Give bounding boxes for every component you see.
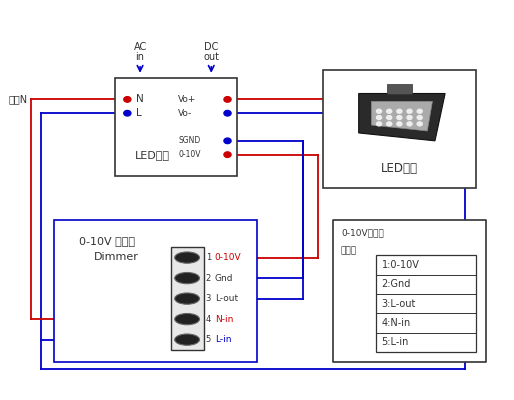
Circle shape bbox=[417, 122, 422, 126]
Text: 3:L-out: 3:L-out bbox=[381, 298, 416, 308]
Circle shape bbox=[407, 116, 412, 120]
Circle shape bbox=[224, 97, 231, 102]
Bar bbox=[333, 220, 486, 362]
Text: 4: 4 bbox=[206, 315, 211, 324]
Circle shape bbox=[417, 109, 422, 113]
Circle shape bbox=[376, 122, 381, 126]
Text: L-in: L-in bbox=[215, 335, 231, 344]
Ellipse shape bbox=[175, 293, 199, 304]
Text: 接线图: 接线图 bbox=[341, 246, 357, 255]
Polygon shape bbox=[359, 94, 445, 141]
Polygon shape bbox=[372, 101, 432, 131]
Text: 0-10V: 0-10V bbox=[215, 253, 242, 262]
Text: Vo+: Vo+ bbox=[178, 95, 196, 104]
Ellipse shape bbox=[175, 272, 199, 284]
Text: Vo-: Vo- bbox=[178, 109, 192, 118]
Circle shape bbox=[124, 97, 131, 102]
Bar bbox=[171, 247, 204, 350]
Circle shape bbox=[124, 110, 131, 116]
Circle shape bbox=[376, 109, 381, 113]
Circle shape bbox=[417, 116, 422, 120]
Text: 4:N-in: 4:N-in bbox=[381, 318, 411, 328]
Text: 1: 1 bbox=[206, 253, 211, 262]
Text: L-out: L-out bbox=[215, 294, 238, 303]
Text: 1:0-10V: 1:0-10V bbox=[381, 260, 419, 270]
Text: DC: DC bbox=[204, 42, 218, 52]
Text: 3: 3 bbox=[206, 294, 211, 303]
Text: in: in bbox=[136, 52, 144, 62]
Bar bbox=[323, 70, 475, 188]
Text: Dimmer: Dimmer bbox=[94, 252, 139, 262]
Circle shape bbox=[224, 138, 231, 144]
Text: N: N bbox=[136, 94, 144, 104]
Ellipse shape bbox=[175, 252, 199, 263]
Circle shape bbox=[224, 110, 231, 116]
Text: N-in: N-in bbox=[215, 315, 233, 324]
Bar bbox=[115, 78, 236, 176]
Text: 电网N: 电网N bbox=[9, 94, 28, 104]
Text: 2:Gnd: 2:Gnd bbox=[381, 279, 411, 289]
Ellipse shape bbox=[175, 314, 199, 325]
Circle shape bbox=[224, 152, 231, 157]
Text: 0-10V调光器: 0-10V调光器 bbox=[341, 228, 383, 238]
Text: 0-10V 调光器: 0-10V 调光器 bbox=[79, 236, 135, 246]
Circle shape bbox=[397, 122, 402, 126]
Bar bbox=[53, 220, 257, 362]
Text: 5: 5 bbox=[206, 335, 211, 344]
Circle shape bbox=[407, 122, 412, 126]
Text: AC: AC bbox=[134, 42, 146, 52]
Circle shape bbox=[387, 122, 392, 126]
Circle shape bbox=[376, 116, 381, 120]
Circle shape bbox=[397, 109, 402, 113]
Text: LED驱动: LED驱动 bbox=[135, 150, 170, 160]
Circle shape bbox=[387, 109, 392, 113]
Text: out: out bbox=[203, 52, 219, 62]
Circle shape bbox=[397, 116, 402, 120]
Text: LED灯具: LED灯具 bbox=[381, 162, 418, 175]
Circle shape bbox=[387, 116, 392, 120]
Bar bbox=[376, 255, 475, 352]
Text: 2: 2 bbox=[206, 274, 211, 282]
Text: Gnd: Gnd bbox=[215, 274, 233, 282]
Text: 0-10V: 0-10V bbox=[178, 150, 200, 159]
Text: SGND: SGND bbox=[178, 136, 200, 145]
Bar bbox=[387, 84, 412, 94]
Circle shape bbox=[407, 109, 412, 113]
Text: L: L bbox=[136, 108, 142, 118]
Text: 5:L-in: 5:L-in bbox=[381, 337, 409, 347]
Ellipse shape bbox=[175, 334, 199, 345]
